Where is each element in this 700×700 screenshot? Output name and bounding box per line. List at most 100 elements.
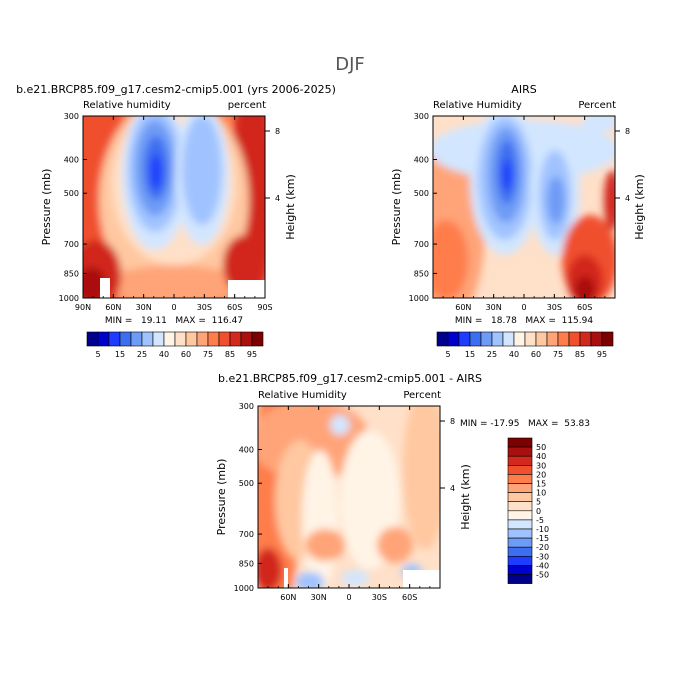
colorbar-label: -30 bbox=[536, 552, 549, 561]
colorbar-swatch bbox=[507, 501, 533, 512]
colorbar-swatch bbox=[185, 331, 198, 347]
x-tick-label: 0 bbox=[171, 303, 176, 312]
panel-diff-title: b.e21.BRCP85.f09_g17.cesm2-cmip5.001 - A… bbox=[218, 372, 482, 385]
colorbar-swatch bbox=[86, 331, 99, 347]
colorbar-swatch bbox=[97, 331, 110, 347]
colorbar-label: -10 bbox=[536, 525, 549, 534]
panel-model-ylabel: Pressure (mb) bbox=[40, 169, 53, 246]
colorbar-swatch bbox=[507, 446, 533, 457]
x-tick-label: 60S bbox=[402, 593, 417, 602]
panel-diff-left-subtitle: Relative Humidity bbox=[258, 390, 347, 401]
colorbar-swatch bbox=[507, 528, 533, 539]
colorbar-label: 40 bbox=[159, 350, 169, 359]
colorbar-swatch bbox=[163, 331, 176, 347]
x-tick-label: 30S bbox=[547, 303, 562, 312]
colorbar-label: -40 bbox=[536, 561, 549, 570]
x-tick-label: 60N bbox=[455, 303, 471, 312]
x-tick-label: 30N bbox=[136, 303, 152, 312]
colorbar-swatch bbox=[507, 464, 533, 475]
y-tick-label: 850 bbox=[64, 269, 79, 278]
y2-tick-label: 8 bbox=[450, 417, 455, 426]
colorbar-label: 30 bbox=[536, 461, 546, 470]
colorbar-swatch bbox=[507, 565, 533, 575]
panel-diff-field bbox=[258, 406, 440, 588]
y2-tick-label: 4 bbox=[275, 194, 280, 203]
colorbar-swatch bbox=[447, 331, 460, 347]
panel-diff: b.e21.BRCP85.f09_g17.cesm2-cmip5.001 - A… bbox=[215, 372, 590, 602]
colorbar-swatch bbox=[568, 331, 581, 347]
y2-tick-label: 8 bbox=[275, 127, 280, 136]
y-tick-label: 400 bbox=[64, 155, 79, 164]
colorbar-swatch bbox=[590, 331, 603, 347]
colorbar-label: 40 bbox=[536, 452, 546, 461]
page-title: DJF bbox=[335, 54, 365, 75]
colorbar-swatch bbox=[546, 331, 559, 347]
colorbar-label: 5 bbox=[536, 498, 541, 507]
colorbar-label: 0 bbox=[536, 507, 541, 516]
colorbar-swatch bbox=[507, 574, 533, 584]
colorbar-swatch bbox=[507, 546, 533, 557]
y-tick-label: 500 bbox=[414, 189, 429, 198]
colorbar-swatch bbox=[174, 331, 187, 347]
colorbar-swatch bbox=[229, 331, 242, 347]
colorbar-label: 25 bbox=[137, 350, 147, 359]
x-tick-label: 30N bbox=[486, 303, 502, 312]
x-tick-label: 60N bbox=[105, 303, 121, 312]
colorbar-label: 85 bbox=[575, 350, 585, 359]
colorbar-swatch bbox=[524, 331, 537, 347]
colorbar-label: 95 bbox=[247, 350, 257, 359]
colorbar-swatch bbox=[152, 331, 165, 347]
x-tick-label: 30S bbox=[372, 593, 387, 602]
colorbar-label: 75 bbox=[553, 350, 563, 359]
x-tick-label: 60N bbox=[280, 593, 296, 602]
colorbar-swatch bbox=[507, 483, 533, 493]
y2-tick-label: 8 bbox=[625, 127, 630, 136]
panel-model-left-subtitle: Relative humidity bbox=[83, 100, 171, 111]
y-tick-label: 500 bbox=[64, 189, 79, 198]
colorbar-swatch bbox=[207, 331, 220, 347]
y-tick-label: 850 bbox=[414, 269, 429, 278]
colorbar-label: -5 bbox=[536, 516, 544, 525]
y2-tick-label: 4 bbox=[450, 484, 455, 493]
colorbar-swatch bbox=[535, 331, 548, 347]
colorbar-swatch bbox=[507, 555, 533, 566]
colorbar-swatch bbox=[507, 537, 533, 548]
colorbar-label: -15 bbox=[536, 534, 549, 543]
x-tick-label: 30N bbox=[311, 593, 327, 602]
y-tick-label: 300 bbox=[414, 112, 429, 121]
x-tick-label: 90N bbox=[75, 303, 91, 312]
panel-diff-axes: 60N 30N 0 30S 60S 300 400 500 700 850 1000 8 4 bbox=[234, 402, 455, 602]
y-tick-label: 300 bbox=[239, 402, 254, 411]
colorbar-label: 85 bbox=[225, 350, 235, 359]
colorbar-label: 60 bbox=[531, 350, 541, 359]
panel-airs-colorbar: 5 15 25 40 60 75 85 95 bbox=[436, 331, 614, 359]
panel-model-axes: 90N 60N 30N 0 30S 60S 90S 300 400 500 700 850 1000 8 4 bbox=[59, 112, 280, 312]
x-tick-label: 90S bbox=[257, 303, 272, 312]
y-tick-label: 400 bbox=[239, 445, 254, 454]
y2-tick-label: 4 bbox=[625, 194, 630, 203]
panel-model-colorbar: 5 15 25 40 60 75 85 95 bbox=[86, 331, 264, 359]
colorbar-swatch bbox=[196, 331, 209, 347]
colorbar-label: 25 bbox=[487, 350, 497, 359]
y-tick-label: 400 bbox=[414, 155, 429, 164]
colorbar-label: 40 bbox=[509, 350, 519, 359]
y-tick-label: 300 bbox=[64, 112, 79, 121]
colorbar-label: 95 bbox=[597, 350, 607, 359]
colorbar-swatch bbox=[579, 331, 592, 347]
colorbar-label: 5 bbox=[95, 350, 100, 359]
panel-model-y2label: Height (km) bbox=[284, 174, 297, 240]
colorbar-swatch bbox=[469, 331, 482, 347]
panel-diff-y2label: Height (km) bbox=[459, 464, 472, 530]
colorbar-label: -50 bbox=[536, 571, 549, 580]
colorbar-swatch bbox=[119, 331, 132, 347]
y-tick-label: 700 bbox=[239, 530, 254, 539]
colorbar-swatch bbox=[141, 331, 154, 347]
colorbar-swatch bbox=[557, 331, 570, 347]
panel-diff-right-subtitle: Percent bbox=[403, 390, 441, 401]
y-tick-label: 1000 bbox=[234, 584, 254, 593]
colorbar-swatch bbox=[507, 519, 533, 530]
colorbar-swatch bbox=[251, 331, 264, 347]
colorbar-label: 10 bbox=[536, 489, 546, 498]
panel-model-right-subtitle: percent bbox=[228, 100, 266, 111]
colorbar-swatch bbox=[507, 455, 533, 466]
